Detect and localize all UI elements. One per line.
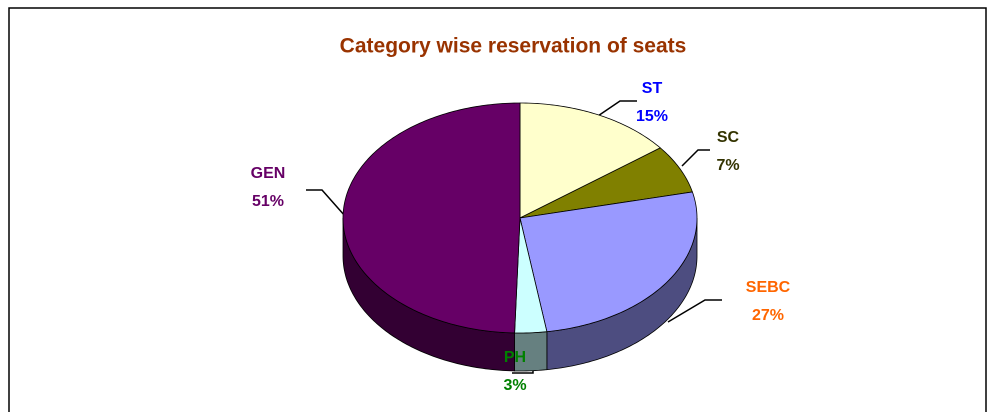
slice-label: ST (642, 80, 663, 97)
slice-value-label: 7% (716, 157, 739, 174)
slice (519, 102, 662, 219)
slice-value-label: 15% (636, 108, 668, 125)
slice-label: GEN (251, 165, 286, 182)
slice-value-label: 51% (252, 193, 284, 210)
leader-line (591, 100, 637, 121)
slice-value-label: 3% (503, 377, 526, 394)
leader-line (667, 299, 722, 323)
pie (342, 102, 698, 372)
slice (514, 217, 548, 334)
slice-label: SEBC (746, 279, 791, 296)
slice (342, 102, 521, 334)
leader-line (681, 149, 710, 167)
slice-label: SC (717, 129, 740, 146)
slice-label: PH (504, 349, 526, 366)
leader-line (306, 189, 346, 217)
slice (519, 191, 698, 333)
chart-title: Category wise reservation of seats (340, 35, 687, 58)
slice (519, 147, 693, 219)
leader-lines (306, 100, 722, 374)
slice-value-label: 27% (752, 307, 784, 324)
